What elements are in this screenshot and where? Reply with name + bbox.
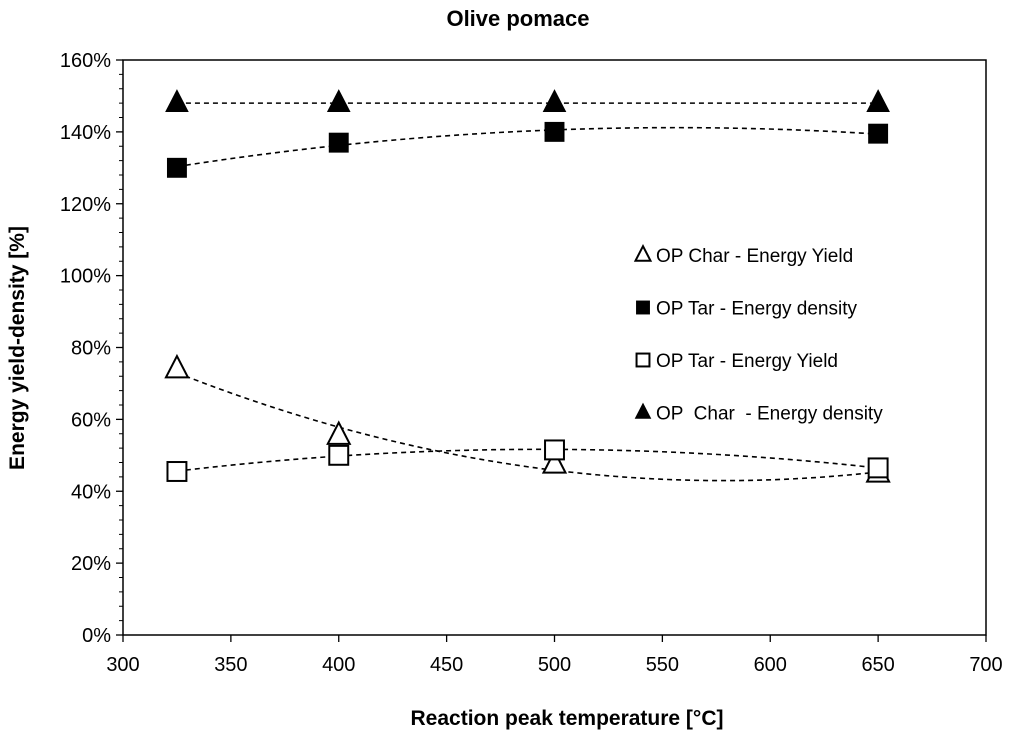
y-tick-label: 80% [71, 338, 111, 360]
x-axis-title: Reaction peak temperature [°C] [411, 707, 724, 730]
data-point-series-3 [328, 444, 350, 466]
legend-marker-1 [633, 243, 653, 262]
plot-area [122, 59, 987, 636]
trendline [176, 372, 879, 482]
plot-border [122, 59, 987, 636]
y-tick-label: 0% [82, 625, 111, 647]
data-point-series-3 [544, 439, 565, 461]
trendline [176, 126, 879, 168]
axis-ticks: 0% 20% 40% 60% 80% 100% 120% 140% 160% 300 350 400 4… [60, 50, 1003, 676]
data-point-series-4 [866, 89, 890, 112]
legend-label-3: OP Tar - Energy Yield [656, 351, 838, 372]
x-tick-label: 700 [969, 654, 1002, 676]
x-tick-label: 350 [214, 654, 247, 676]
legend: OP Char - Energy Yield OP Tar - Energy de… [633, 243, 883, 425]
data-point-series-4 [165, 89, 189, 112]
data-point-series-4 [326, 89, 351, 112]
data-markers [164, 89, 891, 483]
legend-label-2: OP Tar - Energy density [656, 299, 858, 320]
x-tick-label: 300 [106, 654, 139, 676]
y-tick-label: 120% [60, 194, 111, 216]
x-tick-label: 650 [861, 654, 894, 676]
chart-title: Olive pomace [446, 6, 589, 31]
legend-marker-2 [636, 300, 650, 315]
data-point-series-3 [166, 461, 188, 482]
data-point-series-1 [326, 420, 352, 445]
data-point-series-4 [542, 89, 567, 112]
data-point-series-2 [166, 157, 187, 178]
data-point-series-2 [328, 132, 349, 153]
data-point-series-1 [164, 353, 190, 379]
x-tick-label: 400 [322, 654, 355, 676]
trendlines [176, 102, 879, 482]
data-point-series-2 [868, 123, 889, 144]
data-point-series-1 [541, 449, 568, 474]
x-tick-label: 500 [538, 654, 571, 676]
y-tick-label: 20% [71, 553, 111, 575]
data-point-series-3 [867, 457, 889, 479]
data-point-series-2 [544, 121, 565, 142]
x-tick-label: 450 [430, 654, 463, 676]
legend-label-1: OP Char - Energy Yield [656, 246, 853, 267]
x-tick-label: 600 [754, 654, 787, 676]
legend-marker-4 [634, 402, 652, 419]
y-tick-label: 100% [60, 266, 111, 288]
y-axis-title: Energy yield-density [%] [6, 226, 29, 470]
legend-label-4: OP Char - Energy density [656, 404, 883, 425]
y-tick-label: 140% [60, 122, 111, 144]
y-tick-label: 40% [71, 481, 111, 503]
y-tick-label: 60% [71, 409, 111, 431]
x-tick-label: 550 [646, 654, 679, 676]
legend-marker-3 [635, 352, 651, 368]
y-tick-label: 160% [60, 50, 111, 72]
trendline [176, 448, 879, 472]
